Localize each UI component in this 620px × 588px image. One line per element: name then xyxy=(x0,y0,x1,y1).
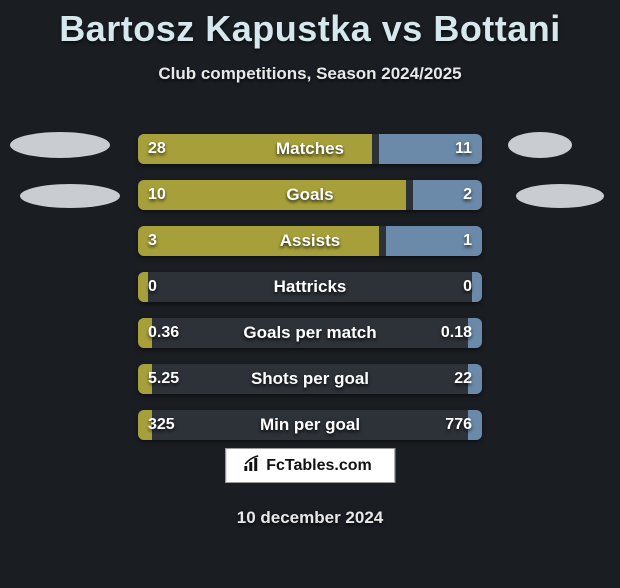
stat-row: 2811Matches xyxy=(138,134,482,164)
decorative-ellipse xyxy=(508,132,572,158)
stat-row: 00Hattricks xyxy=(138,272,482,302)
decorative-ellipse xyxy=(20,184,120,208)
stat-row: 0.360.18Goals per match xyxy=(138,318,482,348)
stat-label: Matches xyxy=(138,134,482,164)
page-title: Bartosz Kapustka vs Bottani xyxy=(0,8,620,50)
stat-label: Goals per match xyxy=(138,318,482,348)
date-label: 10 december 2024 xyxy=(0,508,620,528)
stat-row: 325776Min per goal xyxy=(138,410,482,440)
stat-label: Hattricks xyxy=(138,272,482,302)
stat-label: Assists xyxy=(138,226,482,256)
stat-row: 5.2522Shots per goal xyxy=(138,364,482,394)
stat-label: Shots per goal xyxy=(138,364,482,394)
decorative-ellipse xyxy=(516,184,604,208)
stat-row: 102Goals xyxy=(138,180,482,210)
stat-label: Goals xyxy=(138,180,482,210)
decorative-ellipse xyxy=(10,132,110,158)
watermark-badge: FcTables.com xyxy=(225,448,395,483)
stat-row: 31Assists xyxy=(138,226,482,256)
page-subtitle: Club competitions, Season 2024/2025 xyxy=(0,64,620,84)
watermark-text: FcTables.com xyxy=(266,457,372,475)
stat-label: Min per goal xyxy=(138,410,482,440)
signal-icon xyxy=(244,455,262,476)
